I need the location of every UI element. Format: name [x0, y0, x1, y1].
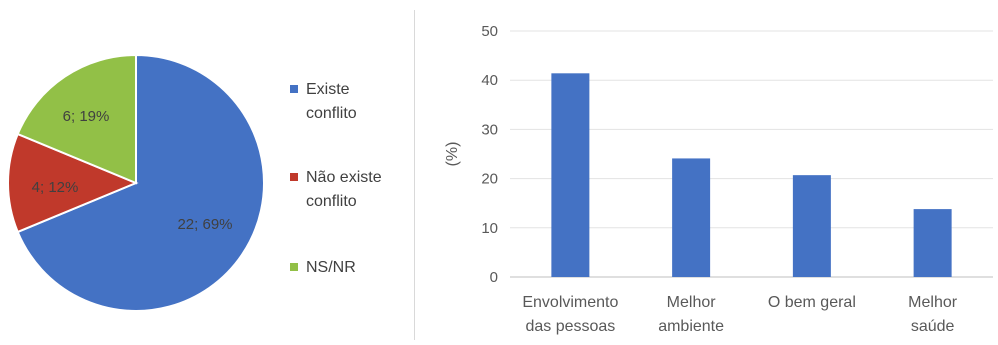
pie-slice-1 [7, 132, 139, 234]
pie-slice-2 [16, 53, 137, 185]
bar [551, 73, 590, 277]
y-tick-label: 0 [490, 269, 498, 286]
pie-data-label: 6; 19% [63, 108, 110, 125]
y-tick-label: 30 [481, 121, 498, 138]
x-tick-label: ambiente [658, 318, 724, 335]
x-tick-label: Envolvimento [522, 294, 618, 311]
x-tick-label: O bem geral [768, 294, 856, 311]
legend-item: Não existe conflito [290, 169, 382, 210]
y-tick-label: 20 [481, 171, 498, 188]
legend-label: NS/NR [306, 259, 356, 276]
pie-data-label: 4; 12% [32, 179, 79, 196]
x-tick-label: saúde [911, 318, 955, 335]
x-tick-label: Melhor [667, 294, 717, 311]
x-tick-label: das pessoas [525, 318, 615, 335]
panel-divider [414, 10, 415, 340]
legend-swatch [290, 263, 298, 271]
y-tick-label: 10 [481, 220, 498, 237]
pie-slice-0 [16, 53, 265, 312]
y-axis-label: (%) [444, 142, 461, 167]
y-tick-label: 40 [481, 72, 498, 89]
x-tick-label: Melhor [908, 294, 958, 311]
legend-label: conflito [306, 193, 357, 210]
bar [913, 209, 952, 277]
legend-label: Não existe [306, 169, 382, 186]
bar [792, 175, 831, 277]
legend-label: conflito [306, 105, 357, 122]
bar-chart: 0 10 20 30 40 50 (%) Envolvimento das pessoas Mel… [444, 23, 993, 335]
y-tick-label: 50 [481, 23, 498, 40]
bar [672, 158, 711, 277]
legend-item: NS/NR [290, 259, 356, 276]
legend-swatch [290, 173, 298, 181]
pie-data-label: 22; 69% [177, 216, 232, 233]
legend-label: Existe [306, 81, 350, 98]
legend-swatch [290, 85, 298, 93]
legend-item: Existe conflito [290, 81, 357, 122]
